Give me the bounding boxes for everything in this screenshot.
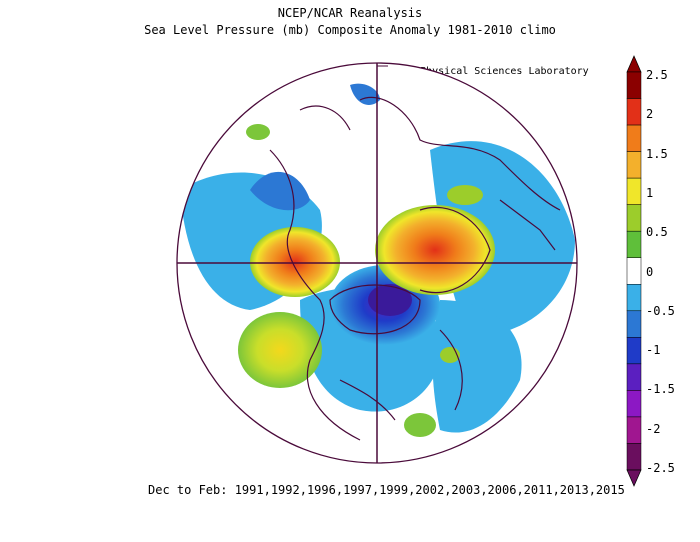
colorbar-swatch: [626, 98, 642, 126]
colorbar-swatch: [626, 284, 642, 312]
colorbar-bottom-arrow: [626, 469, 642, 487]
colorbar-label: 1: [646, 185, 654, 200]
colorbar-label: 2: [646, 107, 654, 122]
colorbar-label: 1.5: [646, 146, 668, 161]
colorbar-swatch: [626, 71, 642, 99]
colorbar-swatch: [626, 204, 642, 232]
colorbar-swatch: [626, 416, 642, 444]
period-label: Dec to Feb: 1991,1992,1996,1997,1999,200…: [148, 483, 625, 497]
map-title: NCEP/NCAR Reanalysis: [277, 6, 423, 20]
credit-label: NOAA Physical Sciences Laboratory: [390, 66, 589, 77]
colorbar-swatch: [626, 310, 642, 338]
colorbar-swatch: [626, 337, 642, 365]
colorbar-label: 0: [646, 264, 654, 279]
colorbar-label: 0.5: [646, 225, 668, 240]
colorbar-swatch: [626, 257, 642, 285]
colorbar-label: -1: [646, 343, 661, 358]
colorbar-swatch: [626, 230, 642, 258]
colorbar-top-arrow: [626, 55, 642, 73]
colorbar-swatch: [626, 363, 642, 391]
colorbar-label: -0.5: [646, 303, 675, 318]
colorbar-label: -2: [646, 421, 661, 436]
colorbar-swatch: [626, 390, 642, 418]
colorbar-swatch: [626, 124, 642, 152]
colorbar-swatch: [626, 177, 642, 205]
colorbar-swatch: [626, 151, 642, 179]
coastlines: [269, 96, 561, 441]
map-subtitle: Sea Level Pressure (mb) Composite Anomal…: [144, 23, 556, 37]
colorbar-swatch: [626, 443, 642, 471]
colorbar-label: -2.5: [646, 461, 675, 475]
colorbar-label: -1.5: [646, 382, 675, 397]
colorbar-label: 2.5: [646, 68, 668, 82]
